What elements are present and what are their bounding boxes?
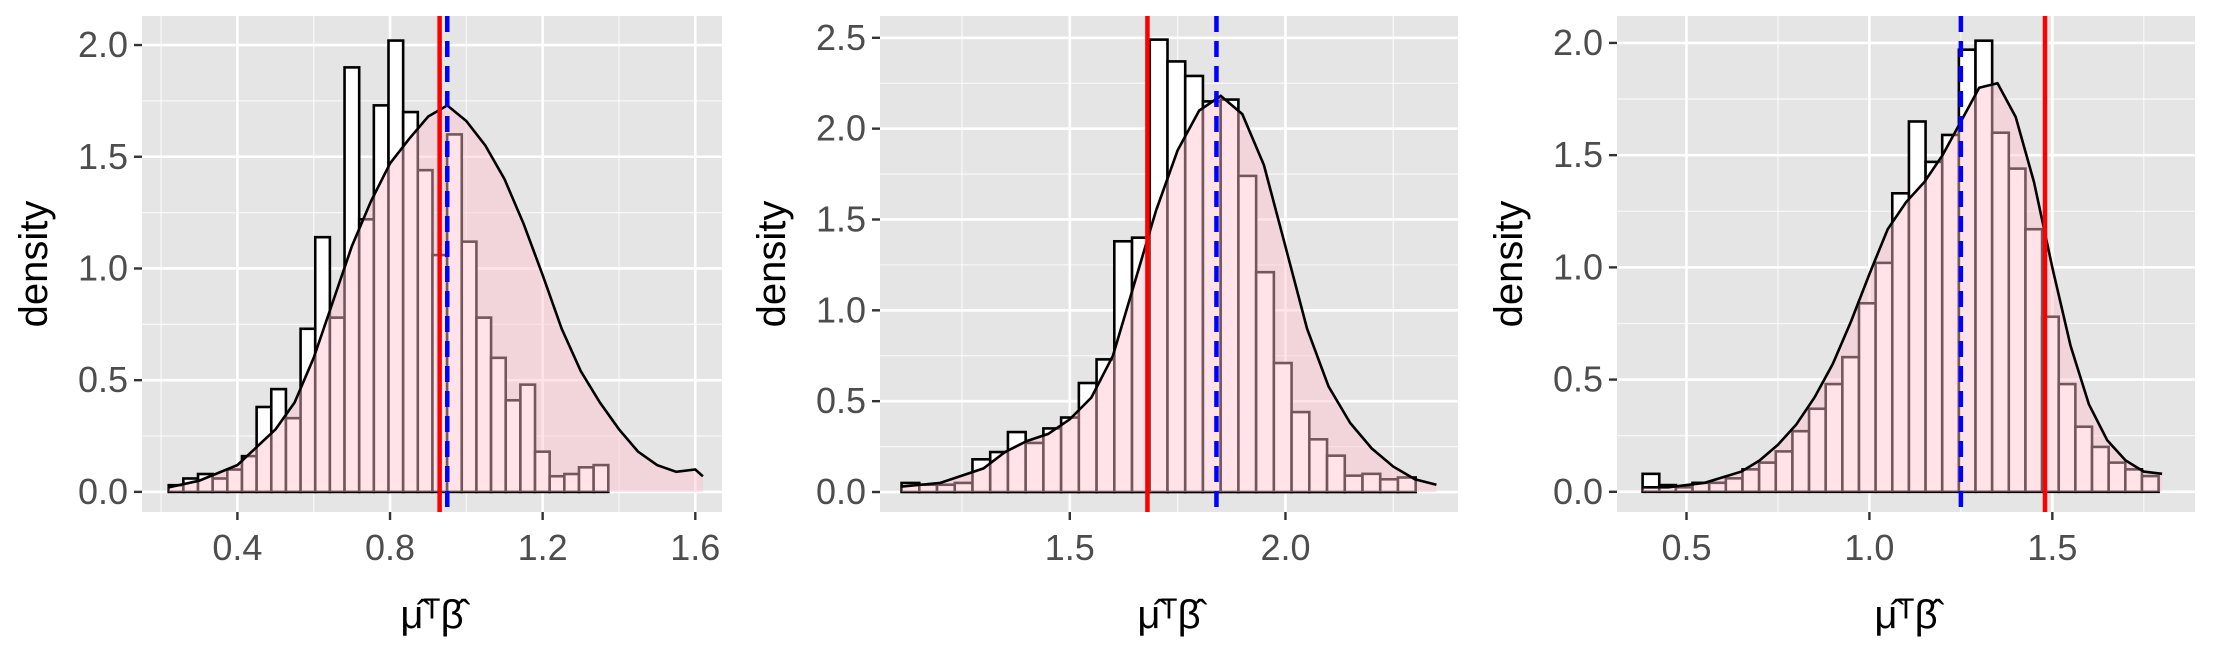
x-tick-label: 0.5: [1661, 527, 1711, 568]
x-tick-label: 2.0: [1260, 527, 1310, 568]
y-tick-label: 1.0: [78, 247, 128, 288]
x-axis-title: μ̂ᵀβ̂: [1874, 593, 1944, 637]
y-tick-label: 0.0: [1553, 471, 1603, 512]
density-curve: [1642, 81, 2163, 489]
density-area: [901, 95, 1437, 493]
x-tick-label: 1.5: [1045, 527, 1095, 568]
y-tick-label: 1.5: [816, 198, 866, 239]
y-axis-title: density: [12, 201, 56, 328]
histogram-bar: [519, 383, 537, 494]
x-tick-label: 1.0: [1844, 527, 1894, 568]
y-tick-label: 1.0: [816, 289, 866, 330]
y-tick-label: 2.0: [1553, 22, 1603, 63]
x-tick-label: 1.2: [518, 527, 568, 568]
density-area: [168, 105, 703, 492]
x-tick-label: 0.4: [212, 527, 262, 568]
panel-3: 0.0 0.5 1.0 1.5 2.0 0.5 1.0 1.5 density μ̂ᵀβ̂: [1487, 16, 2195, 637]
density-area: [1642, 83, 2163, 492]
y-tick-label: 1.0: [1553, 246, 1603, 287]
y-tick-label: 0.0: [816, 471, 866, 512]
histogram-bar: [592, 463, 610, 494]
density-curve: [901, 94, 1437, 488]
density-curve: [168, 103, 704, 489]
x-tick-label: 0.8: [365, 527, 415, 568]
histogram-bar: [533, 450, 551, 494]
histogram-bar: [2140, 474, 2160, 494]
y-tick-label: 1.5: [1553, 134, 1603, 175]
y-axis-title: density: [750, 201, 794, 328]
x-tick-label: 1.5: [2027, 527, 2077, 568]
y-tick-label: 0.5: [1553, 359, 1603, 400]
histogram-bar: [1325, 454, 1347, 494]
y-tick-label: 0.5: [78, 359, 128, 400]
y-tick-label: 2.0: [816, 108, 866, 149]
y-axis-title: density: [1487, 201, 1531, 328]
histogram-bar: [1396, 476, 1417, 494]
y-tick-label: 1.5: [78, 136, 128, 177]
y-tick-label: 0.5: [816, 380, 866, 421]
x-axis-title: μ̂ᵀβ̂: [1137, 593, 1207, 637]
panel-2: 0.0 0.5 1.0 1.5 2.0 2.5 1.5 2.0 density μ̂ᵀβ̂: [750, 16, 1458, 637]
y-tick-label: 0.0: [78, 471, 128, 512]
x-tick-label: 1.6: [670, 527, 720, 568]
y-tick-label: 2.0: [78, 24, 128, 65]
x-axis-title: μ̂ᵀβ̂: [400, 593, 470, 637]
panel-1: 0.0 0.5 1.0 1.5 2.0 0.4 0.8 1.2 1.6 density μ̂ᵀβ̂: [12, 16, 722, 637]
y-tick-label: 2.5: [816, 17, 866, 58]
